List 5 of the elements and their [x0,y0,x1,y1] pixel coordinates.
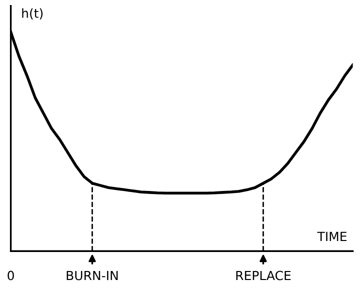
x-tick-label: REPLACE [236,270,291,280]
x-axis-title: TIME [317,232,346,241]
x-tick-label: 0 [8,270,14,280]
x-tick-label: BURN-IN [66,270,118,280]
y-axis-title: h(t) [22,8,43,20]
